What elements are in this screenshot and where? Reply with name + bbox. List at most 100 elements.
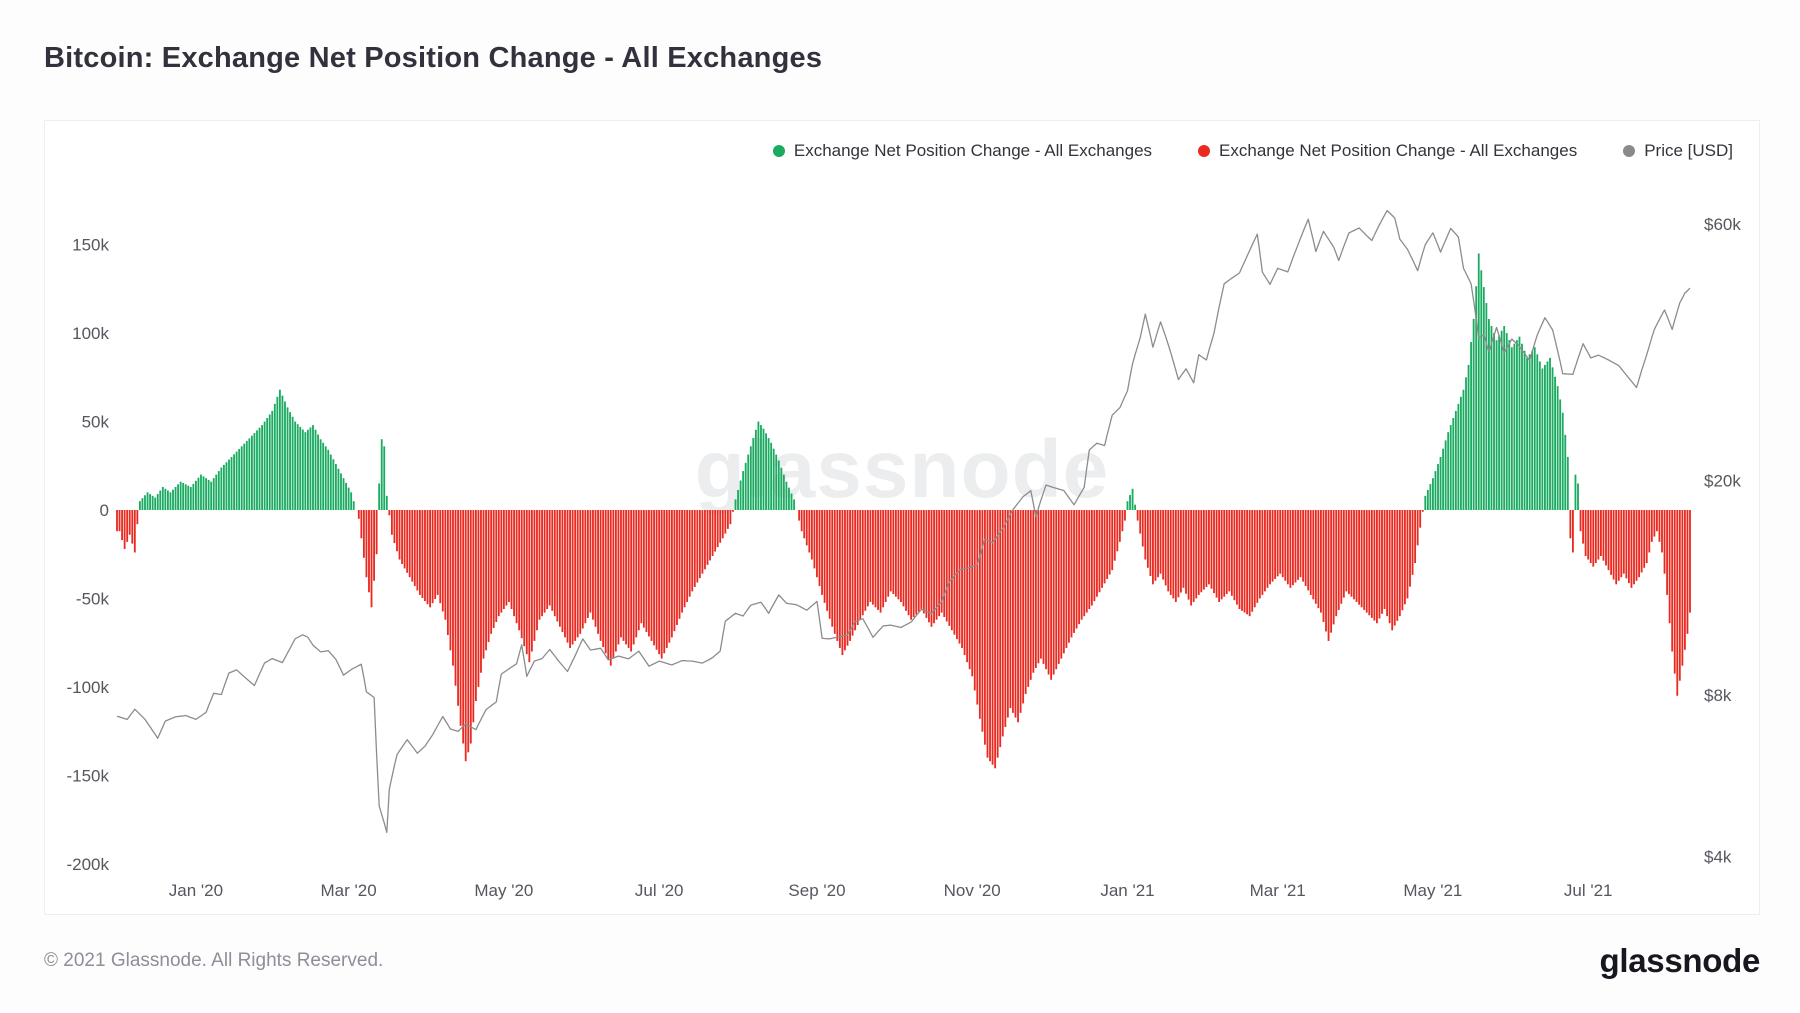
bar[interactable] — [360, 510, 363, 539]
bar[interactable] — [317, 434, 319, 510]
bar[interactable] — [887, 510, 890, 597]
bar[interactable] — [566, 510, 569, 643]
bar[interactable] — [187, 485, 190, 510]
bar[interactable] — [1368, 510, 1371, 616]
bar[interactable] — [599, 510, 602, 641]
bar[interactable] — [159, 490, 162, 510]
bar[interactable] — [380, 439, 383, 510]
bar[interactable] — [734, 499, 737, 510]
bar[interactable] — [1434, 471, 1437, 510]
bar[interactable] — [737, 489, 739, 510]
bar[interactable] — [938, 510, 941, 617]
bar[interactable] — [1625, 510, 1628, 579]
bar[interactable] — [1666, 510, 1669, 595]
bar[interactable] — [126, 510, 129, 542]
bar[interactable] — [365, 510, 368, 578]
bar[interactable] — [352, 501, 355, 510]
bar[interactable] — [462, 510, 465, 744]
bar[interactable] — [538, 510, 541, 620]
bar[interactable] — [1034, 510, 1037, 669]
bar[interactable] — [1424, 495, 1427, 510]
bar[interactable] — [1177, 510, 1180, 598]
bar[interactable] — [994, 510, 997, 769]
bar[interactable] — [558, 510, 561, 627]
bar[interactable] — [912, 510, 915, 618]
bar[interactable] — [436, 510, 439, 595]
bar[interactable] — [747, 454, 750, 510]
bar[interactable] — [136, 510, 139, 525]
bar[interactable] — [235, 451, 238, 510]
bar[interactable] — [1159, 510, 1162, 574]
bar[interactable] — [1337, 510, 1340, 610]
bar[interactable] — [1457, 403, 1460, 510]
bar[interactable] — [1620, 510, 1623, 578]
bar[interactable] — [1192, 510, 1195, 602]
bar[interactable] — [956, 510, 958, 640]
bar[interactable] — [706, 510, 709, 565]
bar[interactable] — [383, 446, 386, 510]
bar[interactable] — [1101, 510, 1103, 588]
bar[interactable] — [1416, 510, 1419, 546]
bar[interactable] — [882, 510, 885, 608]
bar[interactable] — [597, 510, 599, 634]
bar[interactable] — [329, 454, 332, 510]
bar[interactable] — [401, 510, 403, 564]
bar[interactable] — [543, 510, 546, 613]
bar[interactable] — [614, 510, 617, 652]
bar[interactable] — [1516, 340, 1518, 510]
bar[interactable] — [1146, 510, 1149, 568]
bar[interactable] — [487, 510, 490, 643]
bar[interactable] — [780, 467, 783, 510]
bar[interactable] — [118, 510, 121, 532]
bar[interactable] — [256, 430, 258, 510]
bar[interactable] — [966, 510, 969, 663]
bar[interactable] — [426, 510, 429, 605]
bar[interactable] — [1078, 510, 1081, 625]
bar[interactable] — [434, 510, 437, 600]
bar[interactable] — [151, 495, 154, 510]
bar[interactable] — [729, 510, 732, 525]
bar[interactable] — [1335, 510, 1338, 617]
bar[interactable] — [396, 510, 398, 552]
bar[interactable] — [207, 479, 210, 510]
bar[interactable] — [306, 429, 309, 510]
bar[interactable] — [894, 510, 897, 597]
bar[interactable] — [1437, 464, 1439, 510]
bar[interactable] — [373, 510, 375, 581]
bar[interactable] — [1200, 510, 1203, 593]
bar[interactable] — [1411, 510, 1414, 575]
bar[interactable] — [1587, 510, 1590, 560]
bar[interactable] — [1658, 510, 1661, 542]
bar[interactable] — [1264, 510, 1266, 592]
bar[interactable] — [1068, 510, 1070, 643]
bar[interactable] — [838, 510, 841, 648]
bar[interactable] — [1197, 510, 1200, 595]
bar[interactable] — [324, 446, 327, 510]
bar[interactable] — [1577, 483, 1579, 510]
bar[interactable] — [844, 510, 846, 651]
bar[interactable] — [1615, 510, 1618, 585]
bar[interactable] — [1213, 510, 1215, 594]
bar[interactable] — [1655, 510, 1658, 532]
bar[interactable] — [930, 510, 933, 627]
bar[interactable] — [194, 480, 197, 510]
bar[interactable] — [1139, 510, 1142, 534]
bar[interactable] — [1332, 510, 1335, 625]
bar[interactable] — [1162, 510, 1165, 580]
bar[interactable] — [1661, 510, 1663, 553]
bar[interactable] — [266, 418, 269, 510]
bar[interactable] — [197, 477, 200, 510]
bar[interactable] — [1600, 510, 1602, 556]
bar[interactable] — [1253, 510, 1256, 608]
bar[interactable] — [525, 510, 528, 655]
bar[interactable] — [749, 446, 752, 510]
bar[interactable] — [668, 510, 671, 643]
bar[interactable] — [594, 510, 597, 627]
bar[interactable] — [184, 484, 187, 510]
bar[interactable] — [278, 389, 281, 510]
bar[interactable] — [154, 497, 157, 510]
bar[interactable] — [772, 448, 775, 510]
bar[interactable] — [1505, 333, 1508, 510]
bar[interactable] — [1042, 510, 1045, 664]
bar[interactable] — [584, 510, 587, 624]
